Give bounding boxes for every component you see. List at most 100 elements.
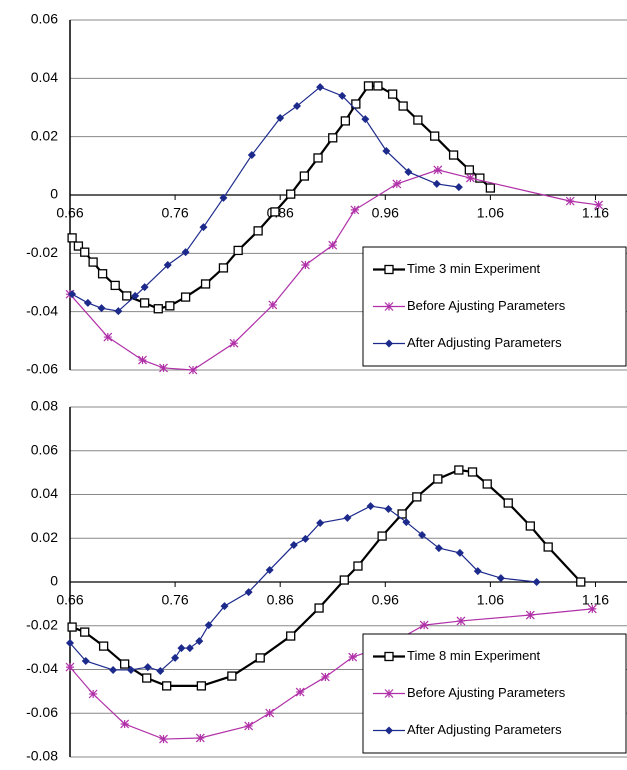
marker-diamond [220,602,229,611]
marker-square [253,226,263,236]
marker-star [159,734,168,744]
marker-square [430,131,440,141]
marker-star [456,616,466,626]
marker-square [218,263,229,273]
marker-diamond [385,339,393,348]
y-tick-label: 0.02 [31,127,58,143]
marker-star [587,604,597,614]
marker-star [328,240,338,250]
marker-square [482,479,492,489]
marker-square [377,531,387,541]
marker-square [227,671,237,681]
marker-square [384,264,394,275]
panel: 0.08 0.06 0.04 0.02 0 -0.02 -0.04 -0.06 -0.08 0.6… [26,398,627,764]
x-tick-label: 1.06 [477,205,504,221]
marker-square [353,561,363,571]
marker-star [265,708,275,718]
marker-square [180,292,191,302]
marker-square [454,465,464,475]
marker-diamond [156,667,165,676]
marker-square [363,81,374,91]
marker-diamond [432,179,441,188]
marker-diamond [301,534,310,543]
marker-square [387,89,398,99]
marker-star [188,365,198,375]
marker-diamond [204,621,213,630]
marker-diamond [289,541,298,550]
marker-diamond [199,223,208,232]
marker-square [162,681,172,691]
marker-square [67,233,77,243]
y-tick-label: 0.06 [31,11,58,27]
marker-square [67,622,77,632]
marker-square [412,492,422,502]
marker-star [300,260,310,270]
x-tick-label: 1.16 [582,205,609,221]
y-tick-label: -0.06 [26,704,58,720]
marker-square [98,641,109,651]
marker-diamond [293,102,302,111]
marker-star [320,672,330,682]
marker-diamond [473,567,482,576]
marker-square [88,257,98,267]
marker-square [255,653,265,663]
marker-square [351,99,361,109]
marker-star [419,620,429,630]
marker-square [73,241,84,251]
x-tick-label: 0.96 [372,205,399,221]
marker-square [80,247,90,257]
panel: 0.060.040.020-0.02-0.04-0.060.66 0.76 0.86… [26,11,627,377]
legend-label: After Adjusting Parameters [407,335,562,350]
marker-square [286,631,296,641]
marker-diamond [97,304,106,313]
marker-square [286,189,296,199]
marker-square [397,509,407,519]
marker-square [153,304,163,314]
x-tick-label: 1.06 [477,592,504,608]
marker-square [196,681,207,691]
marker-square [413,115,423,125]
marker-star [159,363,168,373]
marker-square [339,575,349,585]
marker-diamond [247,151,256,160]
marker-square [485,183,496,193]
marker-diamond [126,665,135,674]
marker-diamond [68,290,77,299]
marker-star [350,205,360,215]
legend-box [362,633,627,754]
x-tick-label: 0.66 [56,205,83,221]
y-tick-label: 0.06 [31,441,58,457]
legend: Time 8 min Experiment Before Ajusting Par… [362,633,627,754]
marker-diamond [338,91,347,100]
y-tick-label: -0.04 [26,660,58,676]
series-line [71,86,459,312]
marker-square [448,150,459,160]
marker-square [122,291,132,301]
x-tick-label: 0.66 [56,592,83,608]
marker-diamond [195,637,204,646]
marker-star [268,300,278,310]
marker-square [384,651,394,662]
y-tick-label: -0.04 [26,302,58,318]
marker-diamond [83,298,92,307]
marker-square [233,245,243,256]
y-tick-label: -0.06 [26,361,58,377]
marker-diamond [109,665,118,674]
marker-diamond [171,653,180,662]
y-tick-label: -0.08 [26,748,58,764]
marker-star [433,165,443,175]
marker-square [139,298,150,308]
marker-square [200,279,211,289]
marker-square [119,659,130,669]
marker-square [373,81,383,91]
marker-diamond [163,261,172,269]
marker-star [465,173,475,183]
marker-square [270,207,280,217]
marker-diamond [361,115,370,124]
legend-box [362,246,627,367]
marker-square [525,521,535,531]
marker-square [328,133,338,143]
x-tick-label: 0.76 [161,592,188,608]
